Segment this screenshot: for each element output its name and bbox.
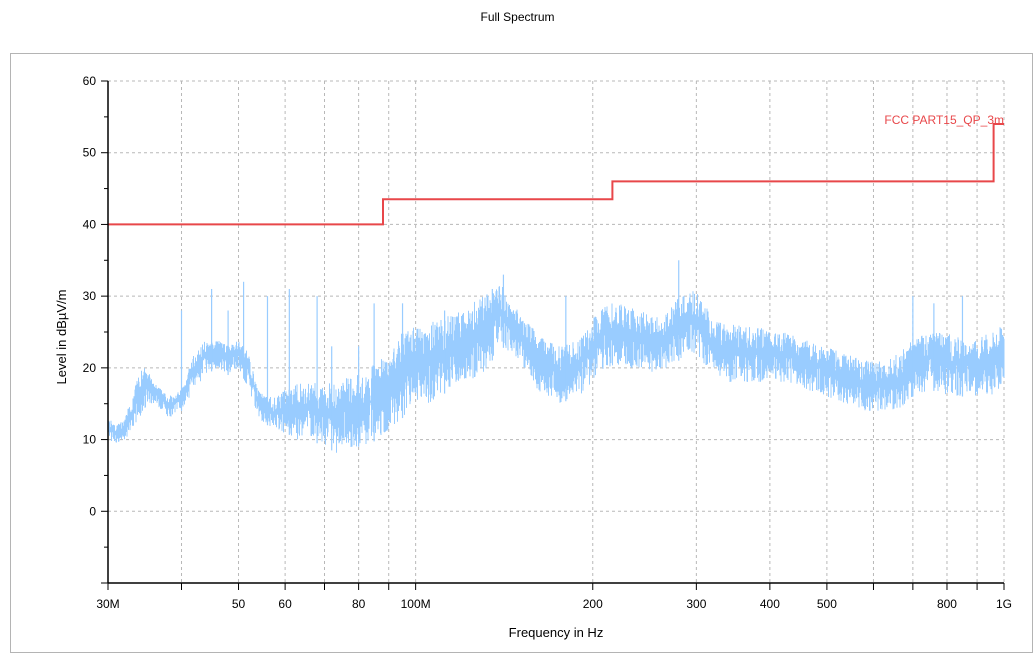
chart-title: Full Spectrum [480, 10, 555, 24]
x-tick-label: 50 [232, 597, 246, 611]
y-tick-label: 0 [89, 504, 96, 518]
x-tick-label: 200 [583, 597, 603, 611]
y-tick-label: 50 [83, 146, 97, 160]
y-tick-label: 30 [83, 289, 97, 303]
grid [107, 80, 1005, 584]
limit-line-group [108, 123, 1004, 226]
x-tick-label: 1G [996, 597, 1012, 611]
x-tick-label: 400 [760, 597, 780, 611]
y-tick-label: 40 [83, 217, 97, 231]
x-tick-label: 500 [817, 597, 837, 611]
x-tick-label: 100M [401, 597, 431, 611]
x-tick-label: 60 [278, 597, 292, 611]
measurement-trace [108, 260, 1005, 453]
y-axis-title: Level in dBµV/m [54, 290, 69, 385]
limit-line-label: FCC PART15_QP_3m [884, 113, 1004, 127]
y-tick-label: 20 [83, 361, 97, 375]
x-tick-label: 800 [937, 597, 957, 611]
x-tick-label: 30M [96, 597, 119, 611]
x-axis-title: Frequency in Hz [509, 625, 604, 640]
y-tick-label: 10 [83, 433, 97, 447]
measurement-noise-trace [108, 286, 1005, 453]
axes: 60 50 40 30 20 10 0 30M 50 60 80 100M 200 300 400 500 80… [83, 74, 1012, 611]
y-tick-label: 60 [83, 74, 97, 88]
x-tick-label: 300 [686, 597, 706, 611]
limit-line [108, 123, 1004, 226]
x-tick-label: 80 [352, 597, 366, 611]
